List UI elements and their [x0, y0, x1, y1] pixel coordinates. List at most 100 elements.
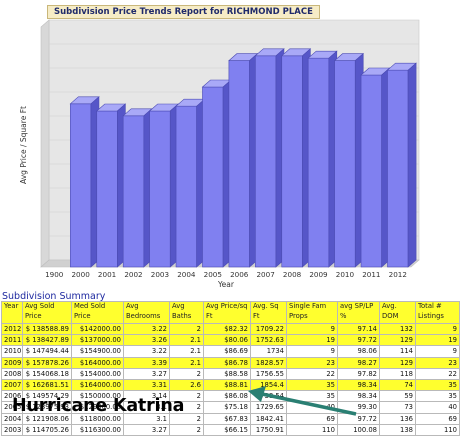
x-tick-label: 2003	[151, 270, 169, 279]
bar-2007	[254, 48, 285, 268]
bar-2012	[386, 62, 417, 268]
summary-cell: $154900.00	[71, 345, 124, 358]
summary-year-cell: 2008	[1, 367, 23, 380]
summary-cell: 1756.55	[250, 367, 287, 380]
x-tick-label: 2000	[71, 270, 90, 279]
column-header: Single Fam Props	[286, 301, 338, 324]
column-header: avg SP/LP %	[337, 301, 380, 324]
summary-cell: 35	[415, 378, 460, 392]
summary-cell: $ 162681.51	[22, 378, 72, 392]
x-tick-label: 2011	[362, 270, 380, 279]
bar-2002	[122, 108, 153, 268]
summary-cell: 1752.63	[250, 334, 287, 347]
column-header: Total # Listings	[415, 301, 460, 324]
summary-cell: 3.22	[123, 345, 170, 358]
summary-cell: $142000.00	[71, 322, 124, 336]
summary-cell: 22	[415, 367, 460, 380]
summary-cell: 2.1	[169, 345, 204, 358]
summary-title: Subdivision Summary	[2, 291, 106, 302]
summary-cell: 1709.22	[250, 322, 287, 336]
summary-cell: $67.83	[203, 412, 251, 425]
summary-cell: 2	[169, 367, 204, 380]
summary-cell: 3.31	[123, 378, 170, 392]
chart-title: Subdivision Price Trends Report for RICH…	[47, 5, 320, 19]
bar-2001	[95, 103, 127, 268]
summary-year-cell: 2012	[1, 322, 23, 336]
summary-cell: $137000.00	[71, 334, 124, 347]
summary-row: 2009 $ 157878.26 $164000.00 3.39 2.1 $86.78 18…	[1, 356, 460, 369]
y-axis-label: Avg Price / Square Ft	[19, 106, 28, 184]
x-tick-label: 2012	[389, 270, 407, 279]
summary-cell: 35	[286, 390, 338, 403]
summary-cell: 1729.65	[250, 401, 287, 414]
summary-year-cell: 2010	[1, 345, 23, 358]
summary-cell: 9	[286, 345, 338, 358]
summary-cell: 98.34	[337, 378, 380, 392]
summary-table: Year Avg Sold Price Med Sold Price Avg B…	[1, 301, 460, 436]
x-tick-label: 2005	[204, 270, 222, 279]
summary-cell: 3.39	[123, 356, 170, 369]
summary-cell: 35	[415, 390, 460, 403]
summary-cell: 98.34	[337, 390, 380, 403]
summary-cell: 97.72	[337, 412, 380, 425]
hurricane-katrina-annotation: Hurricane Katrina	[12, 396, 185, 416]
summary-cell: 23	[415, 356, 460, 369]
x-axis-label: Year	[217, 280, 235, 289]
summary-row: 2003 $ 114705.26 $116300.00 3.27 2 $66.15 1750…	[1, 423, 460, 436]
summary-cell: 129	[379, 334, 416, 347]
x-tick-label: 1900	[45, 270, 64, 279]
x-tick-label: 2008	[283, 270, 302, 279]
summary-cell: 2.6	[169, 378, 204, 392]
summary-cell: 74	[379, 378, 416, 392]
price-trend-chart: 1900 2000 2001 2002 2003 2004 2005 2006 2007 2008…	[19, 19, 420, 289]
summary-cell: 22	[286, 367, 338, 380]
bar-2010	[333, 52, 365, 268]
summary-cell: $88.58	[203, 367, 251, 380]
column-header: Avg Baths	[169, 301, 204, 324]
summary-cell: $164000.00	[71, 356, 124, 369]
summary-cell: $82.32	[203, 322, 251, 336]
summary-cell: 73	[379, 401, 416, 414]
summary-cell: 19	[415, 334, 460, 347]
bar-2004	[175, 98, 206, 268]
chart-side-wall	[40, 19, 50, 268]
summary-year-cell: 2011	[1, 334, 23, 347]
column-header: Avg Price/sq Ft	[203, 301, 251, 324]
summary-cell: $ 138427.89	[22, 334, 72, 347]
summary-row: 2012 $ 138588.89 $142000.00 3.22 2 $82.32 1709…	[1, 322, 460, 336]
bar-2006	[228, 52, 259, 268]
summary-cell: $ 147494.44	[22, 345, 72, 358]
summary-cell: 2.1	[169, 334, 204, 347]
x-tick-label: 2006	[230, 270, 249, 279]
summary-cell: 2	[169, 322, 204, 336]
summary-row: 2004 $ 121908.06 $118000.00 3.1 2 $67.83 1842.…	[1, 412, 460, 425]
summary-cell: 136	[379, 412, 416, 425]
summary-cell: 114	[379, 345, 416, 358]
summary-cell: $ 138588.89	[22, 322, 72, 336]
bar-2008	[280, 48, 312, 268]
summary-cell: 97.82	[337, 367, 380, 380]
bar-2000	[69, 96, 100, 268]
summary-cell: 132	[379, 322, 416, 336]
summary-header-row: Year Avg Sold Price Med Sold Price Avg B…	[1, 301, 460, 324]
summary-cell: 3.27	[123, 367, 170, 380]
column-header: Avg Sold Price	[22, 301, 72, 324]
summary-cell: $164000.00	[71, 378, 124, 392]
summary-cell: 97.14	[337, 322, 380, 336]
summary-year-cell: 2007	[1, 378, 23, 392]
summary-cell: 3.22	[123, 322, 170, 336]
bar-2009	[307, 50, 338, 268]
summary-cell: 59	[379, 390, 416, 403]
x-tick-label: 2001	[98, 270, 116, 279]
summary-cell: $ 157878.26	[22, 356, 72, 369]
summary-cell: 98.06	[337, 345, 380, 358]
column-header: Avg. Sq Ft	[250, 301, 287, 324]
summary-cell: $80.06	[203, 334, 251, 347]
x-tick-label: 2004	[177, 270, 196, 279]
column-header: Year	[1, 301, 23, 324]
summary-cell: 99.30	[337, 401, 380, 414]
summary-year-cell: 2009	[1, 356, 23, 369]
x-tick-label: 2002	[124, 270, 142, 279]
column-header: Avg. DOM	[379, 301, 416, 324]
summary-cell: 40	[286, 401, 338, 414]
